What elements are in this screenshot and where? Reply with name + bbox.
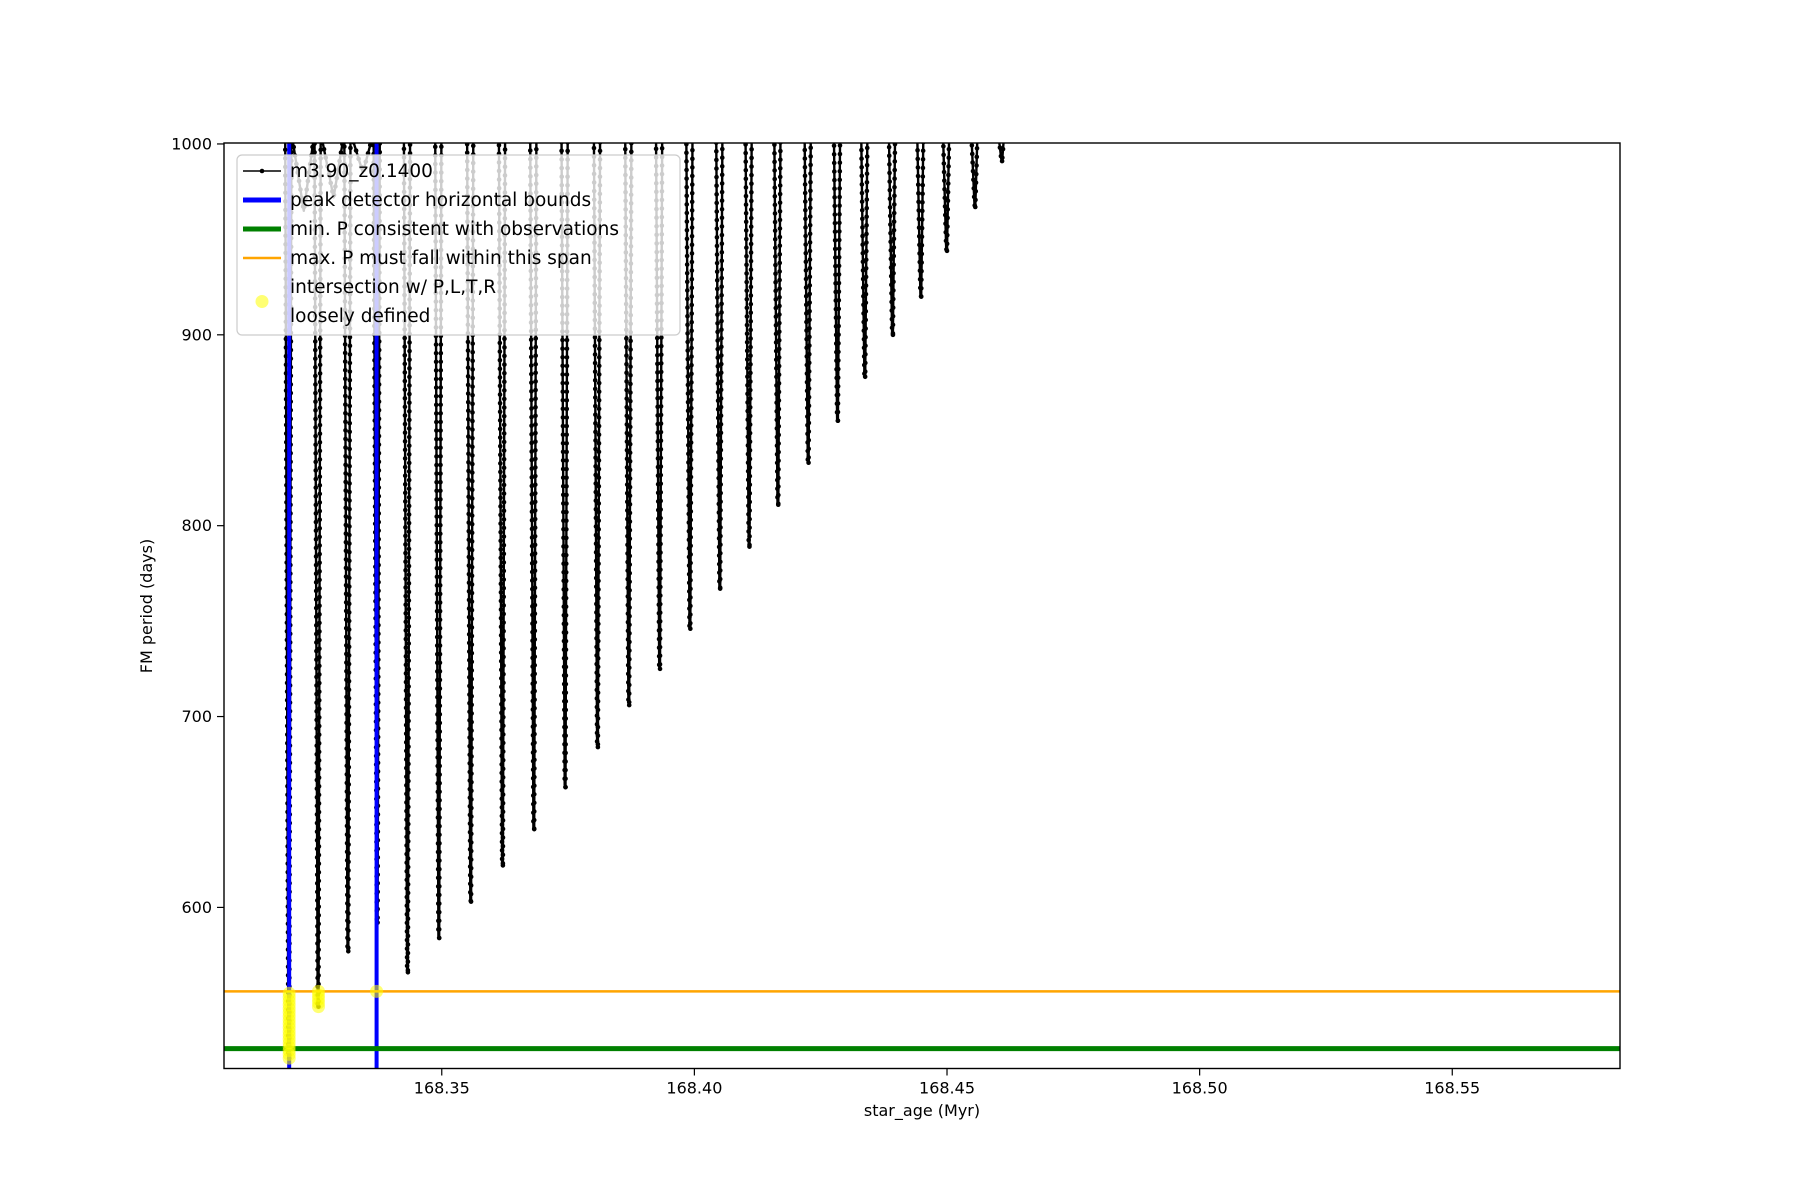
y-axis-label: FM period (days) (137, 539, 156, 673)
axes-spines (223, 142, 1621, 1070)
legend-label-min-p: min. P consistent with observations (290, 219, 619, 240)
x-tick-label: 168.45 (919, 1079, 975, 1098)
legend-label-bounds: peak detector horizontal bounds (290, 190, 591, 211)
legend-box (236, 154, 681, 336)
plot-area: 168.35 168.40 168.45 168.50 168.55 600 700 800 9… (171, 134, 1621, 1098)
spike-minimum-dot (657, 666, 663, 672)
spike-minimum-dot (626, 702, 632, 708)
legend-label-intersection-1: intersection w/ P,L,T,R (290, 277, 496, 298)
spike-minimum-dot (918, 294, 924, 299)
legend-label-intersection-2: loosely defined (290, 306, 430, 327)
spike-minimum-dot (717, 586, 723, 591)
x-axis-label: star_age (Myr) (864, 1101, 980, 1121)
y-tick-label: 900 (181, 325, 212, 344)
spike-minimum-dot (531, 826, 537, 832)
x-tick-label: 168.35 (414, 1079, 470, 1098)
intersection-marker (370, 984, 384, 998)
x-tick-label: 168.50 (1172, 1079, 1228, 1098)
legend-handle-marker (255, 295, 269, 308)
spike-minimum-dot (747, 544, 752, 549)
y-tick-label: 1000 (171, 134, 212, 153)
y-tick-label: 600 (181, 898, 212, 917)
spike-minimum-dot (890, 332, 896, 338)
spike-minimum-dot (345, 949, 351, 954)
spike-minimum-dot (806, 460, 811, 465)
spike-minimum-dot (775, 502, 781, 507)
spike-minimum-dot (468, 899, 474, 904)
spike-minimum-dot (862, 374, 868, 380)
x-tick-label: 168.55 (1424, 1079, 1480, 1098)
y-tick-label: 700 (181, 707, 212, 726)
spike-minimum-dot (999, 158, 1005, 164)
legend-label-max-p: max. P must fall within this span (290, 248, 592, 269)
intersection-marker (282, 986, 296, 1000)
spike-minimum-dot (436, 935, 442, 941)
intersection-marker (311, 984, 325, 998)
data-layer (224, 143, 1620, 1069)
spike-minimum-dot (405, 970, 411, 975)
spike-minimum-dot (973, 204, 978, 210)
spike-minimum-dot (595, 744, 601, 750)
legend-handle-dot (259, 168, 265, 174)
spike-minimum-dot (500, 863, 506, 868)
spike-minimum-dot (688, 626, 693, 632)
legend-label-series: m3.90_z0.1400 (290, 161, 433, 182)
spike-minimum-dot (944, 248, 950, 254)
spike-minimum-dot (563, 784, 568, 790)
spike-minimum-dot (835, 418, 841, 424)
x-tick-label: 168.40 (666, 1079, 722, 1098)
y-tick-label: 800 (181, 516, 212, 535)
